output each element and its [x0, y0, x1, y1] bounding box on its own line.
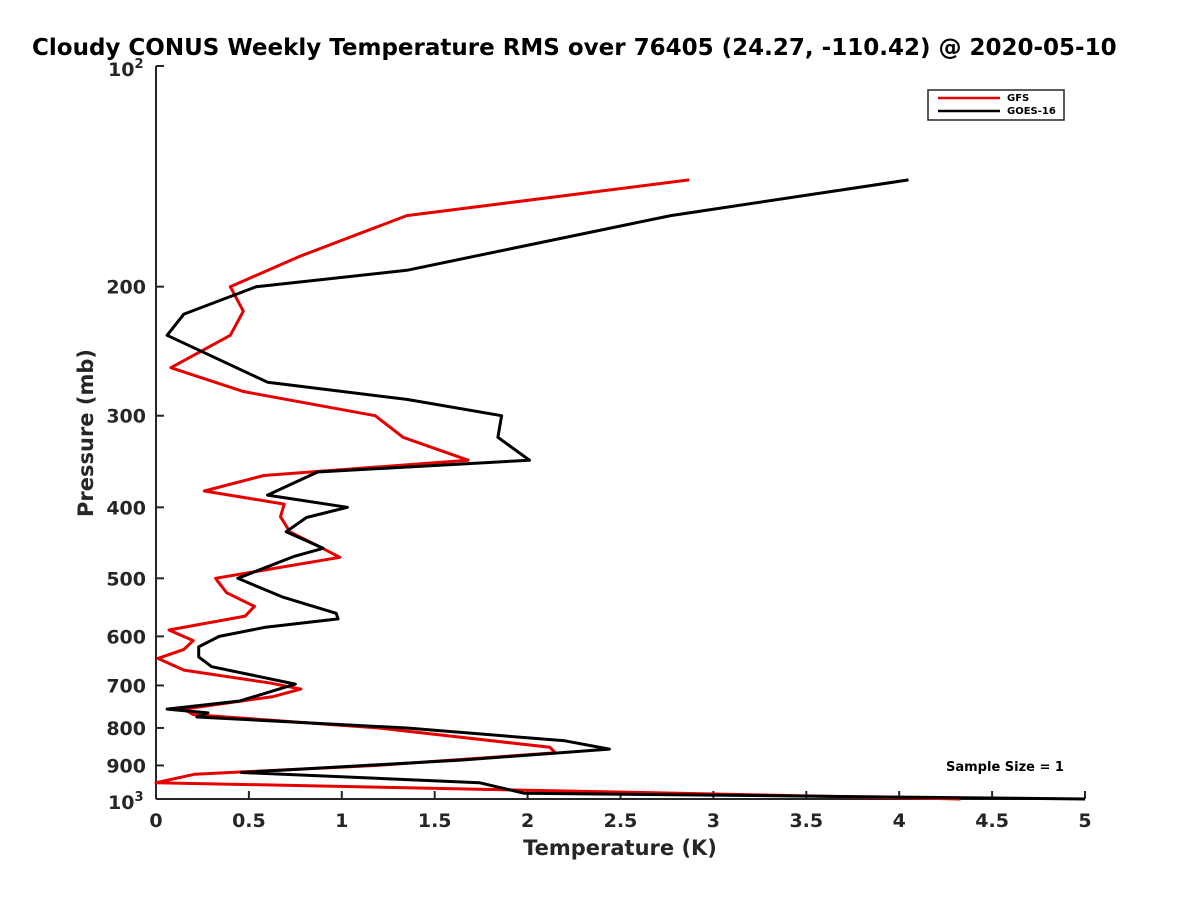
x-tick-label: 3 — [707, 810, 720, 832]
y-ticks: 200 300 400 500 600 700 800 900 — [106, 65, 164, 800]
y-tick-label-top: 102 — [108, 57, 144, 81]
legend-label-goes16: GOES-16 — [1007, 106, 1056, 117]
y-tick-label: 500 — [106, 568, 146, 590]
x-tick-label: 4.5 — [975, 810, 1009, 832]
y-tick-label: 300 — [106, 406, 146, 428]
sample-size-annotation: Sample Size = 1 — [946, 760, 1064, 775]
legend-box — [927, 89, 1065, 121]
y-tick-label: 700 — [106, 675, 146, 697]
legend: GFS GOES-16 — [927, 89, 1065, 121]
y-axis-title: Pressure (mb) — [74, 349, 98, 517]
x-tick-label: 0 — [149, 810, 162, 832]
x-tick-label: 2 — [521, 810, 534, 832]
series-layer — [154, 178, 1086, 801]
chart-title: Cloudy CONUS Weekly Temperature RMS over… — [32, 35, 1117, 61]
x-tick-label: 0.5 — [232, 810, 266, 832]
legend-label-gfs: GFS — [1007, 93, 1029, 104]
x-tick-label: 5 — [1078, 810, 1091, 832]
x-tick-label: 4 — [893, 810, 906, 832]
y-tick-label: 800 — [106, 718, 146, 740]
x-tick-label: 2.5 — [604, 810, 638, 832]
x-tick-label: 1.5 — [418, 810, 452, 832]
y-tick-label: 600 — [106, 626, 146, 648]
series-line-goes16 — [165, 178, 1086, 801]
x-tick-label: 3.5 — [789, 810, 823, 832]
y-tick-label: 200 — [106, 277, 146, 299]
x-axis-title: Temperature (K) — [523, 836, 717, 860]
y-tick-label: 400 — [106, 497, 146, 519]
x-ticks: 0 0.5 1 1.5 2 2.5 3 3.5 4 4.5 5 — [149, 791, 1092, 832]
x-tick-label: 1 — [335, 810, 348, 832]
y-tick-label: 900 — [106, 755, 146, 777]
y-tick-label-bottom: 103 — [108, 790, 144, 814]
